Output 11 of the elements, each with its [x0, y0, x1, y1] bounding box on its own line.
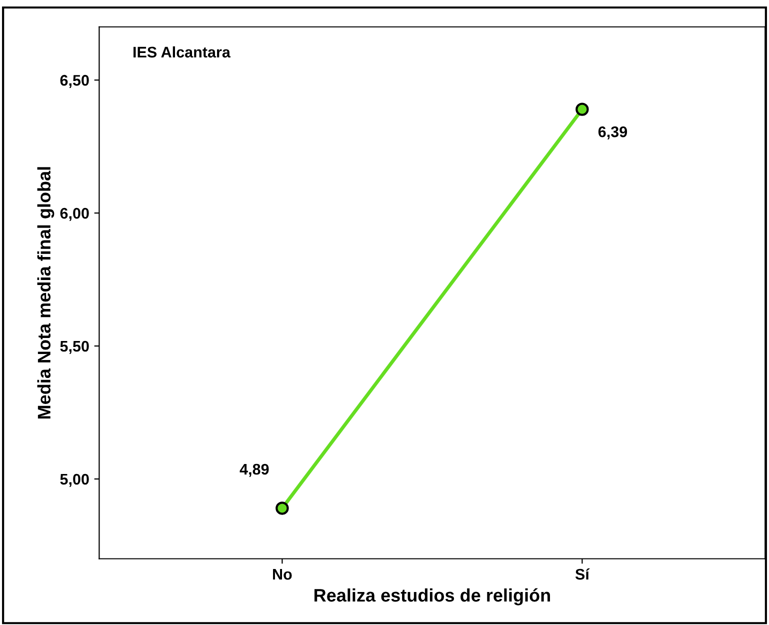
x-tick-label: No: [273, 569, 292, 580]
annotation: IES Alcantara: [134, 46, 231, 58]
x-axis-title: Realiza estudios de religión: [314, 588, 550, 606]
x-tick-label: Sí: [575, 568, 590, 580]
y-tick-label: 6,00: [60, 208, 89, 221]
data-label: 4,89: [240, 464, 269, 477]
y-tick-label: 6,50: [60, 74, 89, 88]
y-tick-label: 5,50: [60, 340, 89, 354]
data-label: 6,39: [598, 126, 628, 140]
y-axis-title: Media Nota media final global: [37, 167, 54, 419]
y-tick-label: 5,00: [60, 474, 89, 487]
